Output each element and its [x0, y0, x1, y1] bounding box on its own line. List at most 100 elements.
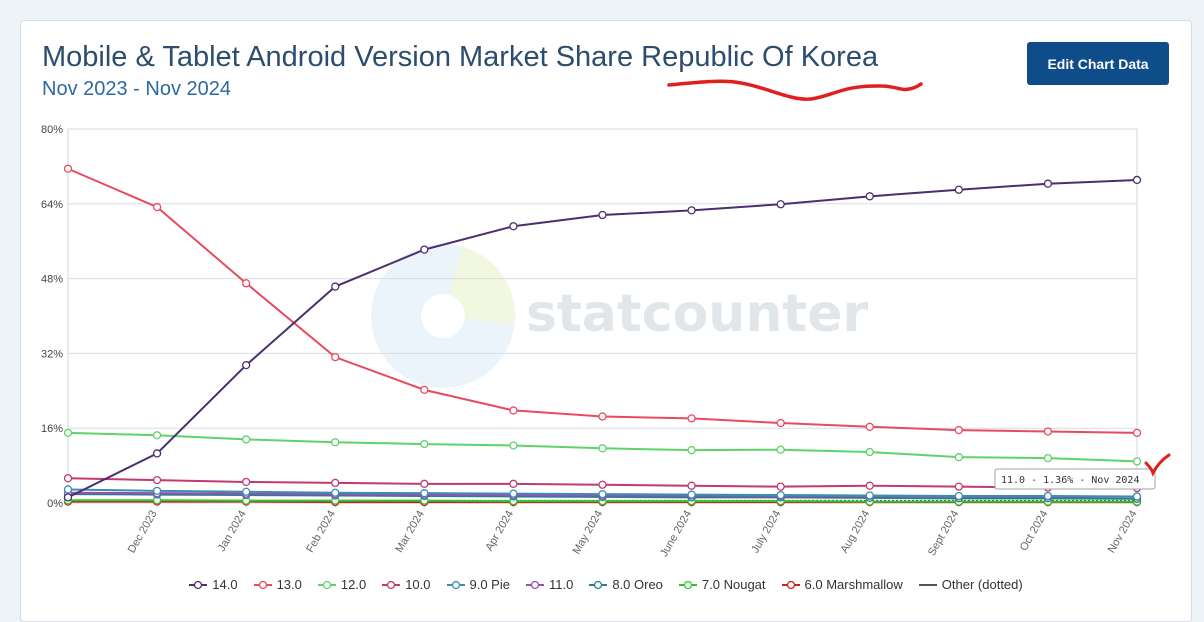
legend-swatch — [189, 580, 207, 590]
x-tick-label: Dec 2023 — [126, 509, 160, 556]
legend-swatch — [254, 580, 272, 590]
tooltip-text: 11.0 - 1.36% - Nov 2024 — [1001, 475, 1139, 486]
legend-label: 12.0 — [341, 577, 366, 592]
data-point — [243, 362, 250, 369]
legend-swatch — [919, 580, 937, 590]
y-tick-label: 16% — [41, 423, 63, 435]
legend-swatch — [782, 580, 800, 590]
legend-swatch-marker — [595, 581, 602, 588]
legend-label: Other (dotted) — [942, 577, 1023, 592]
x-tick-label: Nov 2024 — [1106, 509, 1140, 556]
legend-label: 9.0 Pie — [470, 577, 510, 592]
data-point — [243, 436, 250, 443]
data-point — [599, 445, 606, 452]
data-point — [955, 492, 962, 499]
legend-label: 7.0 Nougat — [702, 577, 766, 592]
legend-item[interactable]: 8.0 Oreo — [589, 577, 663, 592]
data-point — [332, 489, 339, 496]
legend-label: 11.0 — [549, 577, 573, 592]
data-point — [866, 492, 873, 499]
legend-item[interactable]: 6.0 Marshmallow — [782, 577, 903, 592]
legend-item[interactable]: 12.0 — [318, 577, 366, 592]
x-tick-label: Apr 2024 — [483, 508, 516, 553]
legend-swatch — [318, 580, 336, 590]
data-point — [1044, 455, 1051, 462]
statcounter-watermark: statcounter — [371, 244, 868, 388]
legend-swatch — [589, 580, 607, 590]
legend-swatch-marker — [684, 581, 691, 588]
data-point — [866, 482, 873, 489]
data-point — [955, 427, 962, 434]
chart-card: Mobile & Tablet Android Version Market S… — [20, 20, 1192, 622]
legend-item[interactable]: 10.0 — [382, 577, 430, 592]
legend-swatch-marker — [388, 581, 395, 588]
legend-label: 14.0 — [212, 577, 237, 592]
legend-label: 13.0 — [277, 577, 302, 592]
data-point — [65, 486, 72, 493]
x-tick-label: Aug 2024 — [838, 509, 872, 556]
data-point — [421, 441, 428, 448]
legend-swatch-marker — [787, 581, 794, 588]
x-tick-label: Jan 2024 — [216, 509, 249, 554]
data-point — [421, 246, 428, 253]
red-underline-annotation — [669, 81, 921, 99]
data-point — [65, 165, 72, 172]
data-point — [777, 201, 784, 208]
x-tick-label: Sept 2024 — [926, 509, 961, 558]
legend-swatch — [679, 580, 697, 590]
data-point — [688, 491, 695, 498]
data-point — [955, 483, 962, 490]
data-point — [510, 407, 517, 414]
x-tick-label: Oct 2024 — [1018, 509, 1051, 554]
legend-swatch — [526, 580, 544, 590]
data-point — [688, 415, 695, 422]
data-point — [1134, 429, 1141, 436]
legend-item[interactable]: 13.0 — [254, 577, 302, 592]
x-tick-label: Mar 2024 — [393, 509, 427, 555]
data-point — [599, 481, 606, 488]
data-point — [154, 487, 161, 494]
data-point — [688, 207, 695, 214]
data-point — [65, 494, 72, 501]
y-tick-label: 64% — [41, 199, 63, 211]
legend-swatch — [382, 580, 400, 590]
y-tick-label: 0% — [47, 498, 63, 510]
legend-item[interactable]: 11.0 — [526, 577, 573, 592]
data-point — [332, 479, 339, 486]
data-point — [688, 482, 695, 489]
data-point — [332, 439, 339, 446]
legend-swatch-marker — [323, 581, 330, 588]
legend-swatch-marker — [452, 581, 459, 588]
y-tick-label: 48% — [41, 274, 63, 286]
data-point — [154, 477, 161, 484]
legend-item[interactable]: 7.0 Nougat — [679, 577, 766, 592]
data-point — [599, 212, 606, 219]
data-point — [1134, 458, 1141, 465]
legend-label: 6.0 Marshmallow — [805, 577, 903, 592]
x-tick-label: July 2024 — [749, 509, 783, 556]
legend-item[interactable]: 9.0 Pie — [447, 577, 510, 592]
chart-legend: 14.0 13.0 12.0 10.0 9.0 Pie 11.0 8.0 Oreo 7.0 N… — [21, 577, 1191, 592]
x-tick-label: June 2024 — [658, 509, 694, 560]
legend-item[interactable]: 14.0 — [189, 577, 237, 592]
x-tick-label: May 2024 — [571, 509, 606, 557]
data-point — [866, 423, 873, 430]
data-point — [421, 490, 428, 497]
x-tick-label: Feb 2024 — [304, 509, 338, 555]
legend-item[interactable]: Other (dotted) — [919, 577, 1023, 592]
legend-label: 10.0 — [405, 577, 430, 592]
chart-tooltip: 11.0 - 1.36% - Nov 2024 — [995, 469, 1155, 489]
legend-swatch-marker — [531, 581, 538, 588]
data-point — [599, 413, 606, 420]
data-point — [866, 449, 873, 456]
y-tick-label: 32% — [41, 348, 63, 360]
data-point — [866, 193, 873, 200]
data-point — [510, 442, 517, 449]
legend-swatch-marker — [195, 581, 202, 588]
data-point — [688, 447, 695, 454]
data-point — [332, 283, 339, 290]
data-point — [243, 488, 250, 495]
data-point — [421, 480, 428, 487]
data-point — [1044, 428, 1051, 435]
data-point — [154, 432, 161, 439]
